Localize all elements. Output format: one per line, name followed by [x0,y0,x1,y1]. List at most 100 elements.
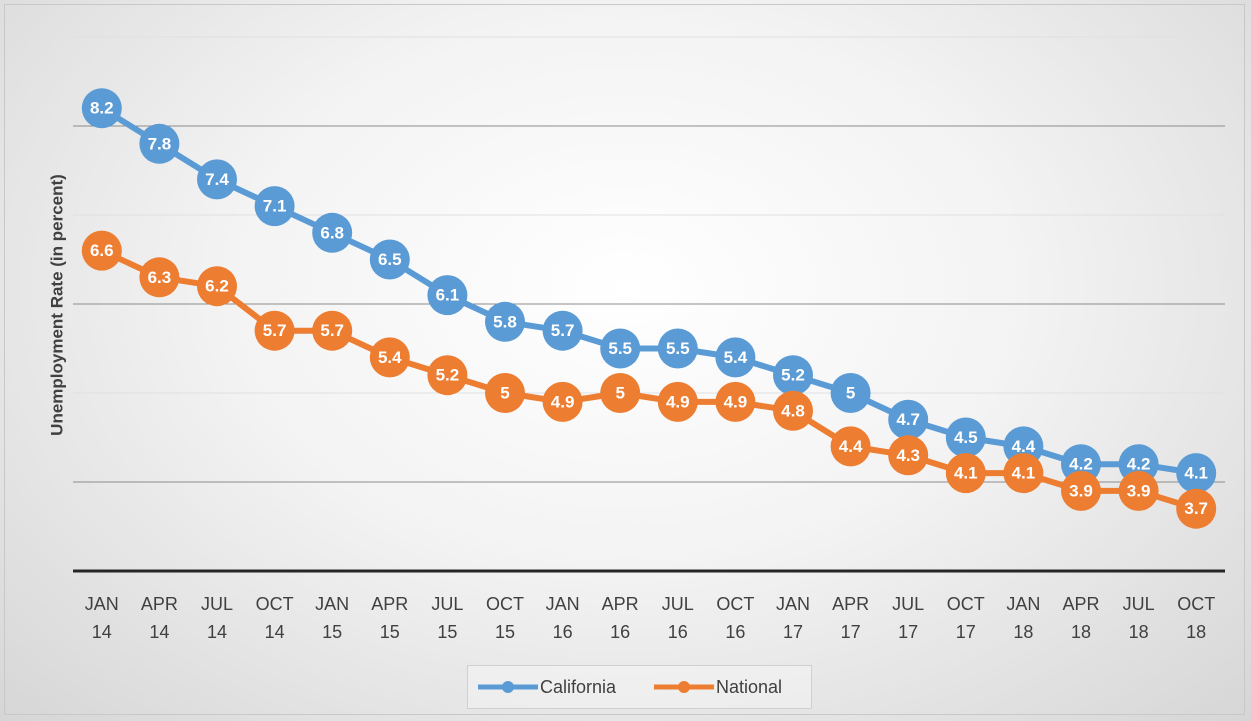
marker [197,266,237,307]
data-label: 5.5 [666,339,690,358]
data-label: 3.9 [1069,481,1093,500]
data-label: 4.3 [896,446,920,465]
data-label: 5.2 [436,366,460,385]
marker [254,310,295,351]
data-label: 5 [615,384,624,403]
marker [830,373,871,413]
data-label: 6.8 [320,223,344,242]
marker [830,426,871,467]
data-label: 7.8 [148,134,172,153]
marker [888,399,929,440]
legend-marker [502,681,514,693]
marker [888,435,929,476]
data-label: 5.8 [493,312,517,331]
x-tick-label: JUL 18 [1122,594,1155,642]
marker [715,381,756,422]
data-label: 6.3 [148,268,172,287]
data-label: 4.9 [666,392,690,411]
data-label: 5 [500,384,509,403]
data-label: 7.1 [263,197,287,216]
marker [773,390,813,431]
legend-items: California National [478,677,782,697]
x-tick-label: APR 18 [1062,594,1100,642]
data-label: 4.1 [1184,464,1208,483]
data-label: 4.7 [896,410,920,429]
data-label: 4.2 [1069,455,1093,474]
data-label: 5.7 [551,321,575,340]
data-label: 4.5 [954,428,978,447]
data-label: 4.8 [781,401,805,420]
x-tick-label: APR 15 [371,594,409,642]
data-label: 4.4 [839,437,863,456]
data-label: 5.4 [378,348,402,367]
legend-marker [678,681,690,693]
data-label: 6.5 [378,250,402,269]
marker [945,453,986,494]
x-tick-label: JUL 17 [892,594,925,642]
marker [715,337,756,378]
marker [1176,488,1217,529]
marker [1118,470,1159,511]
x-tick-label: JAN 17 [775,594,810,642]
x-tick-label: APR 16 [601,594,639,642]
x-tick-label: JAN 18 [1006,594,1041,642]
data-label: 5.4 [724,348,748,367]
x-tick-label: JUL 15 [431,594,464,642]
data-label: 6.2 [205,277,229,296]
marker [81,230,122,271]
marker [427,275,468,316]
data-label: 3.9 [1127,481,1151,500]
marker [1176,453,1217,494]
data-label: 5.7 [263,321,287,340]
marker [600,328,641,369]
marker [197,159,237,200]
data-label: 8.2 [90,99,114,118]
data-label: 4.9 [551,392,575,411]
marker [773,355,813,396]
data-label: 5.2 [781,366,805,385]
marker [139,123,180,164]
legend: California National [467,665,812,709]
data-label: 7.4 [205,170,229,189]
x-tick-label: OCT 18 [1177,594,1216,642]
legend-label: National [716,677,782,697]
data-label: 3.7 [1184,499,1208,518]
marker [81,88,122,129]
data-label: 6.1 [436,286,460,305]
marker [485,373,525,413]
x-tick-label: OCT 17 [946,594,985,642]
data-label: 6.6 [90,241,114,260]
marker [254,186,295,227]
data-label: 4.1 [1012,464,1036,483]
marker [945,417,986,458]
marker [600,373,641,413]
data-label: 4.2 [1127,455,1151,474]
x-tick-label: JUL 14 [200,594,233,642]
x-tick-label: JAN 15 [315,594,350,642]
data-label: 4.1 [954,464,978,483]
x-tick-label: APR 17 [832,594,870,642]
marker [369,239,410,280]
data-label: 5.5 [608,339,632,358]
data-label: 5 [846,384,855,403]
marker [657,381,698,422]
marker [312,212,353,253]
x-tick-label: APR 14 [140,594,178,642]
x-tick-label: JAN 14 [84,594,119,642]
marker [542,310,583,351]
legend-label: California [540,677,617,697]
chart-border [4,4,1245,715]
x-tick-label: OCT 15 [486,594,524,642]
marker [369,337,410,378]
marker [1003,453,1044,494]
x-tick-label: OCT 14 [255,594,294,642]
x-tick-label: JUL 16 [661,594,694,642]
marker [427,355,468,396]
marker [312,310,353,351]
series-line [100,105,1197,477]
x-tick-label: JAN 16 [545,594,580,642]
x-tick-label: OCT 16 [716,594,755,642]
marker [1061,470,1101,511]
marker [485,301,525,342]
